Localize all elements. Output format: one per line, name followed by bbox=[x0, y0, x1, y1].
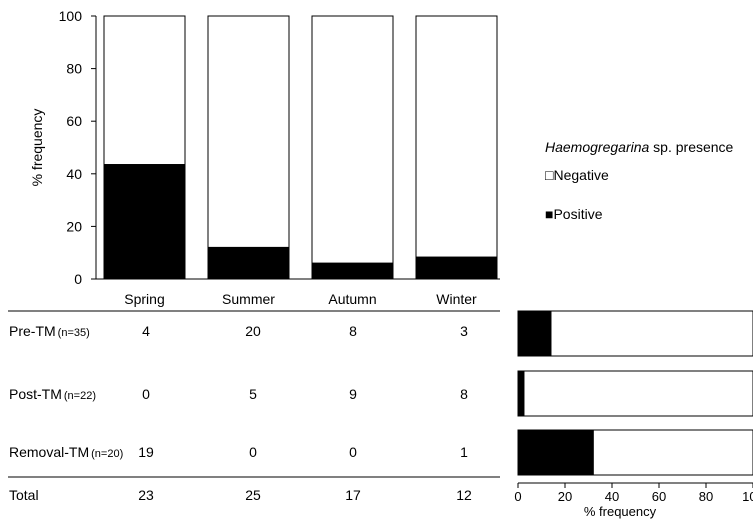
hbar-positive bbox=[517, 429, 594, 476]
bar-positive bbox=[207, 246, 290, 280]
legend-entry-negative: □Negative bbox=[545, 167, 609, 183]
category-label: Autumn bbox=[328, 291, 376, 307]
bar-positive bbox=[103, 164, 186, 280]
x-tick-label: 40 bbox=[605, 489, 619, 504]
table-cell: 1 bbox=[460, 444, 468, 460]
table-cell: 20 bbox=[245, 323, 261, 339]
row-label-n: (n=35) bbox=[58, 327, 90, 339]
x-axis-label: % frequency bbox=[584, 504, 657, 519]
table-cell: 9 bbox=[349, 386, 357, 402]
y-tick-label: 80 bbox=[66, 61, 82, 77]
row-label-n: (n=20) bbox=[91, 448, 123, 460]
seasonal-stacked-bar-chart: 0 20 40 60 80 100 % frequency Spring Summer Aut… bbox=[29, 8, 500, 307]
table-cell: 17 bbox=[345, 487, 361, 503]
table-cell: 12 bbox=[456, 487, 472, 503]
row-label: Pre-TM (n=35) bbox=[9, 323, 90, 339]
legend-symbol-negative: □ bbox=[545, 167, 554, 183]
y-tick-label: 60 bbox=[66, 113, 82, 129]
bar-positive bbox=[311, 262, 394, 280]
y-tick-label: 100 bbox=[59, 8, 83, 24]
table-cell: 0 bbox=[142, 386, 150, 402]
bar-negative bbox=[207, 15, 290, 248]
x-tick-label: 60 bbox=[652, 489, 666, 504]
table-cell: 3 bbox=[460, 323, 468, 339]
table-cell: 23 bbox=[138, 487, 154, 503]
category-label: Spring bbox=[124, 291, 164, 307]
row-label: Removal-TM (n=20) bbox=[9, 444, 123, 460]
legend: Haemogregarina sp. presence □Negative ■P… bbox=[545, 139, 734, 222]
hbar-negative bbox=[523, 370, 753, 417]
table-cell: 4 bbox=[142, 323, 150, 339]
legend-symbol-positive: ■ bbox=[545, 206, 553, 222]
hbar-positive bbox=[517, 310, 552, 357]
bar-positive bbox=[415, 256, 498, 280]
table-cell: 8 bbox=[460, 386, 468, 402]
x-axis: 0 20 40 60 80 100 bbox=[514, 482, 753, 504]
y-axis-label: % frequency bbox=[29, 109, 45, 187]
table-row: Removal-TM (n=20) 19 0 0 1 bbox=[9, 444, 468, 460]
category-label: Winter bbox=[436, 291, 477, 307]
x-tick-label: 100 bbox=[742, 489, 753, 504]
seasonal-data-table: Pre-TM (n=35) 4 20 8 3 Post-TM (n=22) 0 5 9 8 Remova… bbox=[8, 310, 500, 503]
row-label: Post-TM (n=22) bbox=[9, 386, 96, 402]
legend-title-rest: sp. presence bbox=[649, 139, 733, 155]
legend-label-negative: Negative bbox=[553, 167, 608, 183]
bar-negative bbox=[415, 15, 498, 258]
legend-title-italic: Haemogregarina bbox=[545, 139, 649, 155]
table-row: Pre-TM (n=35) 4 20 8 3 bbox=[9, 323, 468, 339]
horizontal-bars bbox=[517, 310, 753, 476]
hbar-negative bbox=[550, 310, 753, 357]
legend-entry-positive: ■Positive bbox=[545, 206, 603, 222]
x-tick-label: 80 bbox=[699, 489, 713, 504]
row-label-name: Pre-TM bbox=[9, 323, 56, 339]
y-tick-label: 40 bbox=[66, 166, 82, 182]
table-cell: 19 bbox=[138, 444, 154, 460]
table-row: Post-TM (n=22) 0 5 9 8 bbox=[9, 386, 468, 402]
treatment-horizontal-bar-chart: 0 20 40 60 80 100 % frequency bbox=[514, 310, 753, 519]
table-cell: 0 bbox=[249, 444, 257, 460]
legend-title: Haemogregarina sp. presence bbox=[545, 139, 734, 155]
legend-label-positive: Positive bbox=[553, 206, 602, 222]
category-label: Summer bbox=[222, 291, 275, 307]
bar-negative bbox=[311, 15, 394, 264]
table-cell: 5 bbox=[249, 386, 257, 402]
row-label-name: Post-TM bbox=[9, 386, 62, 402]
row-label-n: (n=22) bbox=[64, 390, 96, 402]
x-tick-label: 0 bbox=[514, 489, 521, 504]
x-tick-label: 20 bbox=[558, 489, 572, 504]
category-labels: Spring Summer Autumn Winter bbox=[124, 291, 477, 307]
row-label-name: Removal-TM bbox=[9, 444, 89, 460]
bar-negative bbox=[103, 15, 186, 166]
hbar-positive bbox=[517, 370, 525, 417]
y-tick-label: 0 bbox=[74, 271, 82, 287]
table-cell: 8 bbox=[349, 323, 357, 339]
table-cell: 25 bbox=[245, 487, 261, 503]
hbar-negative bbox=[592, 429, 753, 476]
bars bbox=[103, 15, 498, 280]
row-label: Total bbox=[9, 487, 39, 503]
row-label-name: Total bbox=[9, 487, 39, 503]
table-row: Total 23 25 17 12 bbox=[9, 487, 472, 503]
table-cell: 0 bbox=[349, 444, 357, 460]
y-tick-label: 20 bbox=[66, 218, 82, 234]
